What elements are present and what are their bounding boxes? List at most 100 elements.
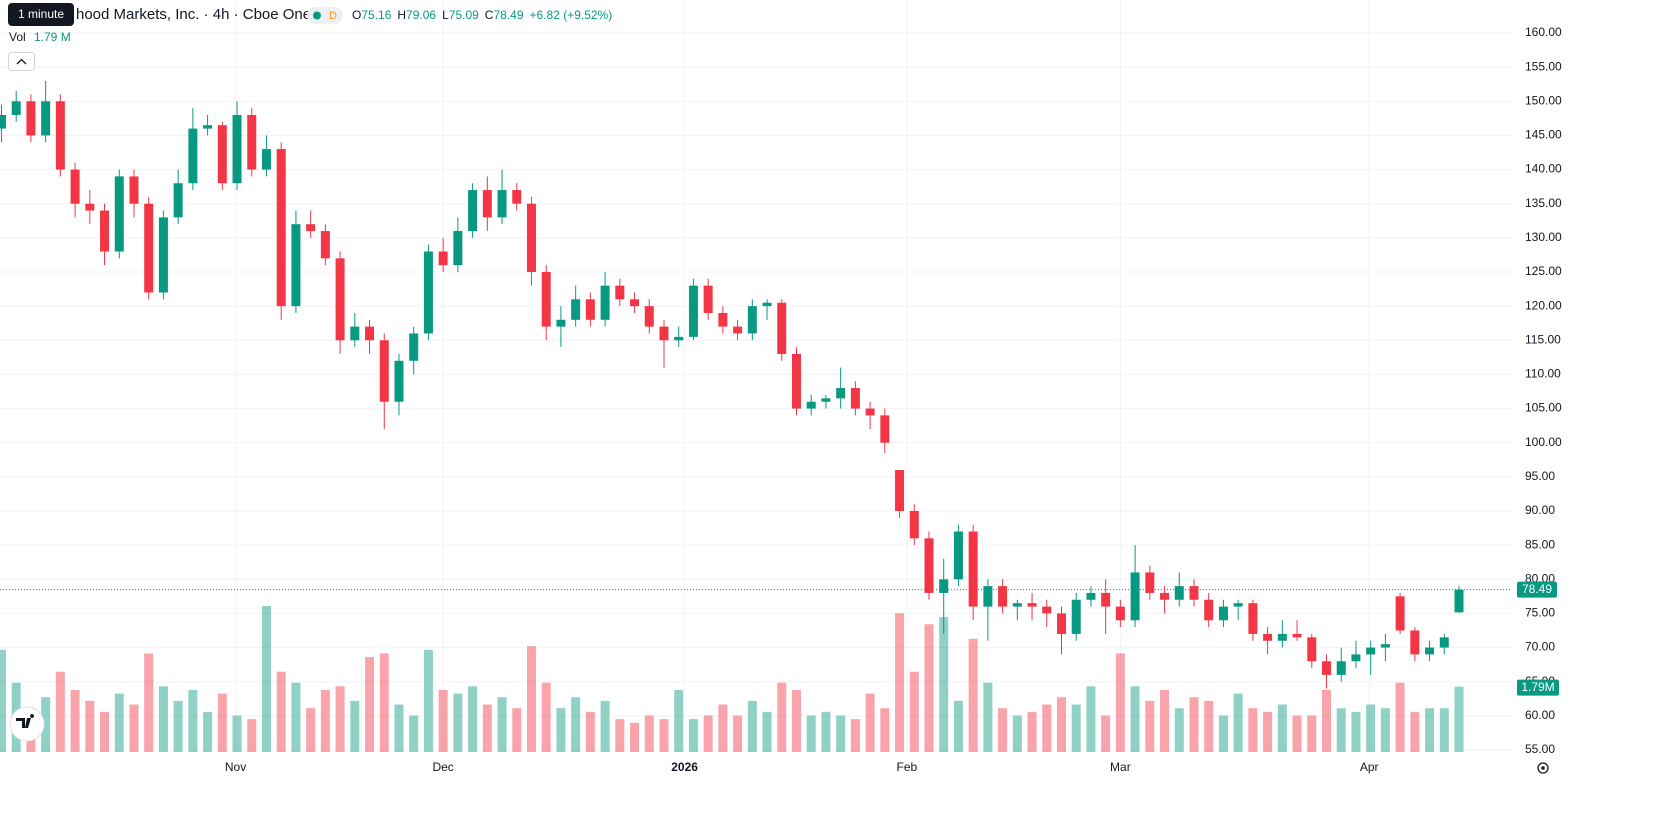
volume-bar (1189, 697, 1199, 752)
candle-body (1130, 572, 1140, 621)
candle-body (526, 203, 536, 272)
volume-bar (953, 700, 963, 752)
candle-body (144, 203, 154, 293)
settings-icon[interactable] (1537, 762, 1549, 774)
candle-body (11, 101, 21, 115)
candle-body (217, 125, 227, 184)
candle-body (1425, 647, 1435, 655)
y-tick-label: 90.00 (1525, 503, 1555, 517)
volume-bar (630, 722, 640, 752)
volume-bar (880, 708, 890, 752)
volume-bar (70, 689, 80, 752)
candle-body (909, 511, 919, 539)
ohlc-key: H (397, 8, 406, 22)
volume-bar (1351, 711, 1361, 752)
candle-body (232, 114, 242, 184)
candle-body (1307, 637, 1317, 662)
candle-body (261, 149, 271, 170)
candle-body (998, 586, 1008, 607)
volume-bar (600, 700, 610, 752)
logo-mark (16, 714, 35, 728)
axes: 55.0060.0065.0070.0075.0080.0085.0090.00… (225, 25, 1562, 774)
volume-bar (1086, 686, 1096, 752)
candle-body (335, 258, 345, 341)
candle-body (1027, 603, 1037, 607)
volume-bar (512, 708, 522, 752)
candle-body (1336, 661, 1346, 675)
y-tick-label: 75.00 (1525, 606, 1555, 620)
volume-bar (1204, 700, 1214, 752)
candle-body (1012, 603, 1022, 607)
volume-bar (129, 704, 139, 752)
candle-body (1292, 633, 1302, 638)
candle-body (306, 224, 316, 232)
x-tick-label: Mar (1110, 760, 1131, 774)
ohlc-key: L (442, 8, 449, 22)
candle-body (497, 190, 507, 218)
ohlc-value: 75.09 (449, 8, 479, 22)
ohlc-legend: O 75.16 H 79.06 L 75.09 C 78.49 +6.82 (+9.52%) (352, 8, 612, 22)
ohlc-key: O (352, 8, 361, 22)
candle-body (556, 319, 566, 327)
y-tick-label: 140.00 (1525, 162, 1562, 176)
y-tick-label: 85.00 (1525, 537, 1555, 551)
volume-bar (585, 711, 595, 752)
candle-body (26, 101, 36, 136)
volume-bar (1425, 708, 1435, 752)
volume-bar (1160, 689, 1170, 752)
settings-icon-dot (1541, 766, 1545, 770)
candle-body (850, 388, 860, 409)
candle-body (129, 176, 139, 204)
candle-body (453, 231, 463, 266)
candle-body (953, 531, 963, 580)
candle-body (1366, 647, 1376, 655)
candle-body (747, 306, 757, 334)
candle-body (821, 398, 831, 402)
candle-body (615, 285, 625, 300)
volume-bar (306, 708, 316, 752)
ohlc-value: 79.06 (406, 8, 436, 22)
volume-bar (1174, 708, 1184, 752)
volume-bar (1321, 689, 1331, 752)
x-tick-label: Feb (897, 760, 918, 774)
x-tick-label: Nov (225, 760, 246, 774)
candle-body (1086, 592, 1096, 600)
candle-body (41, 101, 51, 136)
status-badge[interactable] (307, 7, 343, 24)
x-tick-label: Apr (1360, 760, 1379, 774)
volume-bar (909, 671, 919, 752)
y-tick-label: 155.00 (1525, 59, 1562, 73)
candle-body (630, 299, 640, 307)
volume-label: Vol (9, 30, 26, 44)
candle-body (247, 114, 257, 170)
candle-body (939, 579, 949, 593)
candle-body (1454, 589, 1464, 613)
candle-body (1145, 572, 1155, 593)
candle-body (880, 415, 890, 443)
candle-body (777, 302, 787, 354)
candle-body (1233, 603, 1243, 607)
last-volume-label: 1.79M (1521, 680, 1554, 694)
x-tick-label: Dec (432, 760, 453, 774)
candle-body (1101, 592, 1111, 607)
volume-bar (276, 671, 286, 752)
volume-bar (350, 700, 360, 752)
collapse-button[interactable] (8, 52, 35, 71)
volume-bar (998, 708, 1008, 752)
candle-body (512, 190, 522, 204)
candle-body (659, 326, 669, 341)
candle-body (1042, 606, 1052, 614)
volume-bar (409, 715, 419, 752)
volume-bar (1336, 708, 1346, 752)
candle-body (394, 360, 404, 402)
volume-bar (497, 697, 507, 752)
volume-bar (203, 711, 213, 752)
volume-bar (394, 704, 404, 752)
volume-bar (247, 719, 257, 752)
candle-body (291, 224, 301, 307)
candle-body (482, 190, 492, 218)
volume-bar (1277, 704, 1287, 752)
candle-body (968, 531, 978, 607)
